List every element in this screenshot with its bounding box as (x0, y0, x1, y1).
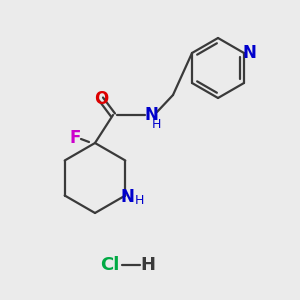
Text: H: H (140, 256, 155, 274)
Text: Cl: Cl (100, 256, 120, 274)
Text: H: H (151, 118, 161, 130)
Text: N: N (144, 106, 158, 124)
Text: H: H (135, 194, 144, 207)
Text: N: N (242, 44, 256, 62)
Text: O: O (94, 90, 108, 108)
Text: F: F (69, 129, 81, 147)
Text: N: N (120, 188, 134, 206)
